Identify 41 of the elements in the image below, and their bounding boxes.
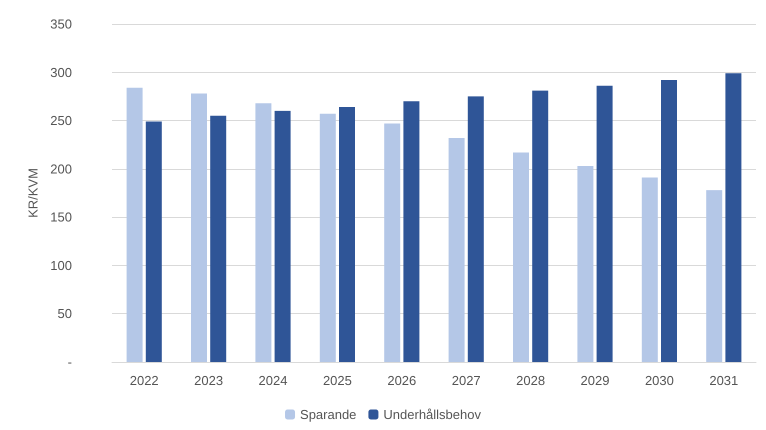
legend-label: Underhållsbehov [383, 407, 482, 422]
bar [706, 190, 722, 362]
bar [191, 94, 207, 362]
bar [384, 123, 400, 362]
x-tick-label: 2025 [322, 373, 352, 388]
bar [532, 90, 548, 362]
bar [274, 110, 291, 362]
y-axis-title: KR/KVM [25, 168, 40, 218]
bar [513, 152, 529, 362]
y-tick-label: 250 [50, 113, 72, 128]
x-tick-label: 2027 [452, 373, 481, 388]
bar [642, 178, 658, 362]
bar [255, 103, 272, 362]
y-tick-label: 50 [58, 306, 72, 322]
y-tick-label: 350 [50, 16, 72, 32]
x-tick-label: 2022 [130, 373, 159, 388]
x-tick-label: 2028 [516, 373, 546, 388]
bar [210, 116, 226, 362]
legend-label: Sparande [300, 407, 356, 422]
y-tick-label: 300 [50, 64, 72, 80]
x-tick-label: 2023 [194, 373, 224, 388]
y-tick-label: 100 [50, 258, 72, 273]
bar [126, 88, 143, 362]
bar [577, 166, 594, 362]
x-tick-label: 2030 [644, 373, 674, 388]
bar [146, 122, 162, 362]
y-tick-label: 200 [50, 161, 72, 176]
bar [596, 86, 613, 362]
bar [661, 80, 677, 362]
bar [448, 138, 465, 362]
bar [468, 96, 484, 362]
bar [320, 114, 336, 362]
y-tick-label: 150 [50, 210, 72, 225]
x-tick-label: 2024 [258, 373, 288, 388]
bar [339, 107, 355, 362]
y-tick-label: - [68, 354, 72, 370]
x-tick-label: 2026 [387, 373, 416, 388]
x-tick-label: 2031 [709, 373, 738, 388]
bar [725, 73, 742, 362]
bar [403, 101, 420, 362]
x-tick-label: 2029 [580, 373, 610, 388]
